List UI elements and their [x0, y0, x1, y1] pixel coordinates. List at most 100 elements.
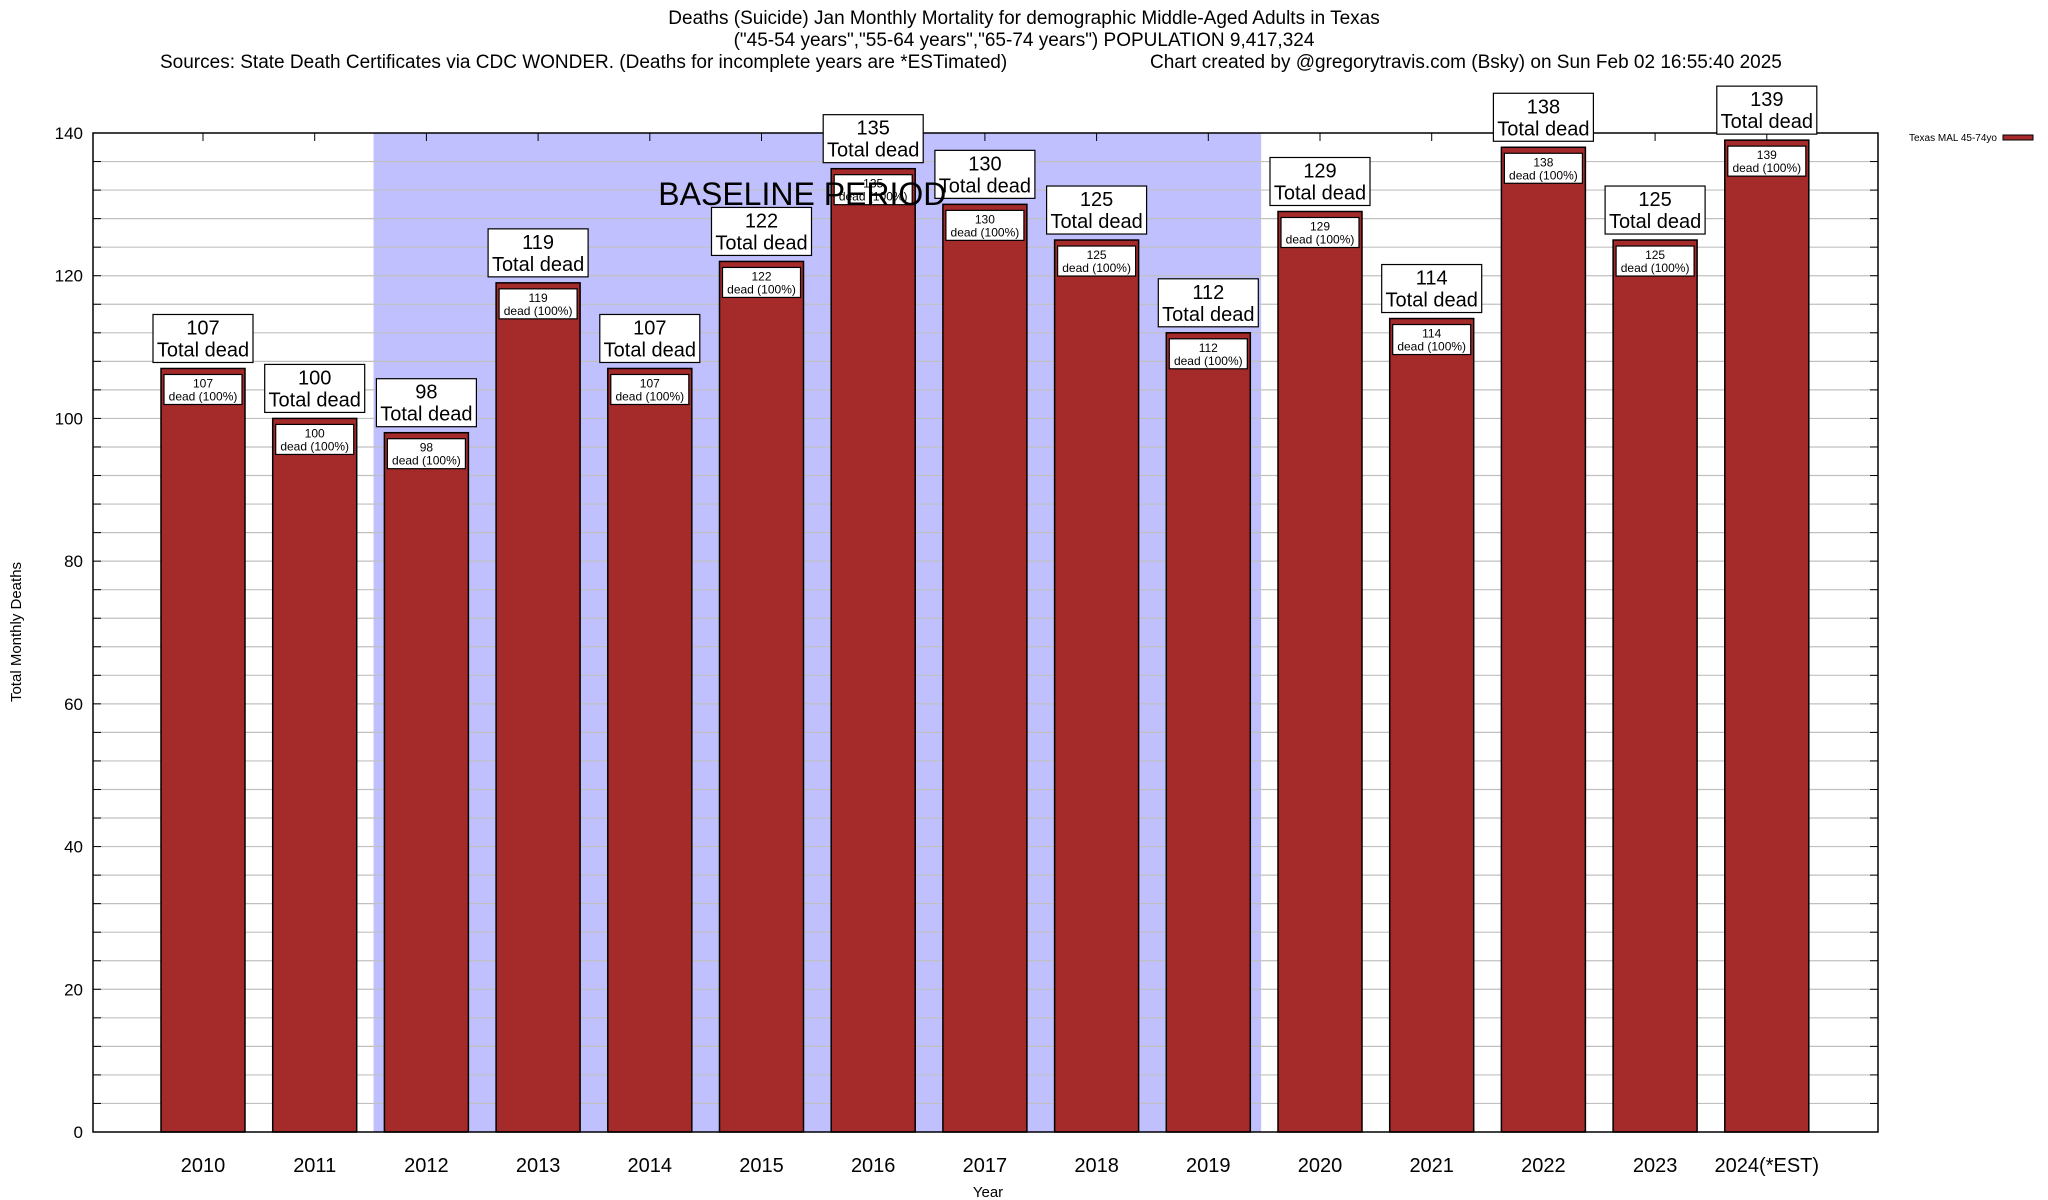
bar — [607, 367, 693, 1133]
bar-inner-label-value: 125 — [1087, 248, 1107, 262]
bar-top-label-text: Total dead — [1609, 211, 1701, 233]
bar-top-label-text: Total dead — [157, 339, 249, 361]
bar — [1388, 317, 1475, 1133]
x-tick-label: 2024(*EST) — [1715, 1155, 1820, 1177]
bar-inner-label-value: 114 — [1422, 327, 1441, 341]
chart-sources-line: Sources: State Death Certificates via CD… — [160, 52, 1008, 73]
bar — [1277, 210, 1363, 1133]
bar-top-label-box — [264, 363, 366, 414]
bar-top-label-text: Total dead — [1050, 211, 1142, 233]
bar-top-label-text: Total dead — [939, 175, 1031, 197]
bar-top-label-box — [152, 313, 254, 364]
bar-inner-label-value: 119 — [529, 291, 548, 305]
bar — [1500, 146, 1587, 1133]
chart-title-line-1: Deaths (Suicide) Jan Monthly Mortality f… — [668, 8, 1380, 29]
bar-inner-label-text: dead (100%) — [1509, 168, 1578, 182]
bar-inner-label-text: dead (100%) — [392, 454, 461, 468]
bar-top-label-value: 107 — [186, 317, 219, 339]
bar-inner-label-box — [1168, 338, 1248, 370]
bar-inner-label-value: 135 — [863, 177, 883, 191]
bar-inner-label-text: dead (100%) — [615, 389, 684, 403]
bar-top-label-text: Total dead — [1721, 111, 1813, 133]
bar-top-label-box — [487, 228, 589, 278]
bar-inner-label-value: 130 — [975, 212, 995, 226]
bar-top-label-box — [710, 206, 813, 257]
bar — [1724, 139, 1810, 1133]
x-tick-label: 2020 — [1298, 1155, 1343, 1177]
legend-label: Texas MAL 45-74yo — [1909, 133, 1997, 144]
bar-top-label-value: 107 — [633, 317, 666, 339]
x-tick-label: 2019 — [1186, 1155, 1231, 1177]
y-tick-label: 20 — [64, 980, 83, 999]
bar-inner-label-value: 139 — [1757, 148, 1777, 162]
bar-inner-label-text: dead (100%) — [1174, 354, 1243, 368]
bar-inner-label-box — [1727, 145, 1807, 177]
bar-inner-label-text: dead (100%) — [1397, 340, 1466, 354]
bar-top-label-value: 135 — [857, 118, 890, 140]
bar-inner-label-text: dead (100%) — [839, 190, 908, 204]
bar-inner-label-box — [1056, 245, 1137, 277]
bar-inner-label-box — [610, 373, 690, 406]
x-tick-label: 2017 — [963, 1155, 1008, 1177]
bar-inner-label-box — [1615, 245, 1695, 277]
bar-top-label-box — [375, 378, 477, 428]
bar-top-label-value: 114 — [1416, 268, 1448, 290]
x-tick-label: 2010 — [181, 1155, 226, 1177]
bar-top-label-box — [599, 313, 701, 364]
y-tick-label: 80 — [64, 552, 83, 571]
bar-top-label-text: Total dead — [715, 232, 807, 254]
bar-top-label-text: Total dead — [604, 339, 696, 361]
bar-inner-label-box — [1503, 152, 1584, 184]
bar-inner-label-value: 112 — [1199, 341, 1218, 355]
bar-inner-label-text: dead (100%) — [1286, 232, 1355, 246]
bar-top-label-box — [1045, 185, 1148, 235]
x-axis-label: Year — [973, 1184, 1003, 1200]
bar-top-label-box — [1269, 156, 1371, 207]
bar-top-label-box — [1381, 263, 1483, 314]
bar — [718, 260, 805, 1133]
bar-top-label-text: Total dead — [1386, 290, 1478, 312]
bar-inner-label-text: dead (100%) — [727, 282, 796, 296]
bar-top-label-value: 122 — [745, 210, 778, 232]
bar-top-label-box — [1157, 278, 1259, 328]
y-tick-label: 60 — [64, 695, 83, 714]
y-tick-label: 120 — [55, 267, 83, 286]
bar-top-label-value: 129 — [1303, 160, 1336, 182]
bar-top-label-value: 138 — [1527, 96, 1560, 118]
bar-top-label-box — [822, 114, 924, 164]
bar-inner-label-box — [833, 174, 913, 206]
x-tick-label: 2021 — [1409, 1155, 1454, 1177]
bar-top-label-text: Total dead — [1497, 118, 1589, 140]
chart-credit-line: Chart created by @gregorytravis.com (Bsk… — [1150, 52, 1782, 73]
bar-top-label-text: Total dead — [1162, 304, 1254, 326]
x-tick-label: 2012 — [404, 1155, 449, 1177]
bar-inner-label-text: dead (100%) — [1621, 261, 1690, 275]
bar-top-label-value: 112 — [1192, 282, 1224, 304]
bar-top-label-value: 130 — [968, 153, 1001, 175]
y-tick-label: 0 — [74, 1123, 83, 1142]
bar-inner-label-value: 138 — [1533, 155, 1553, 169]
y-axis-label: Total Monthly Deaths — [8, 562, 25, 702]
bar — [942, 203, 1028, 1133]
bar-inner-label-value: 122 — [751, 269, 771, 283]
x-tick-label: 2013 — [516, 1155, 561, 1177]
bar-inner-label-box — [275, 423, 355, 456]
y-tick-label: 40 — [64, 838, 83, 857]
plot-frame — [92, 132, 1879, 1133]
legend-swatch — [2002, 134, 2034, 141]
bar-inner-label-value: 125 — [1645, 248, 1665, 262]
x-tick-label: 2015 — [739, 1155, 784, 1177]
bar — [1053, 239, 1140, 1133]
bar-top-label-text: Total dead — [827, 140, 919, 162]
x-tick-label: 2011 — [293, 1155, 336, 1177]
bar-top-label-box — [1604, 185, 1706, 235]
bar — [1165, 332, 1252, 1133]
bar-inner-label-value: 98 — [420, 441, 434, 455]
bar-top-label-value: 139 — [1750, 89, 1783, 111]
bar — [160, 367, 246, 1133]
x-tick-label: 2016 — [851, 1155, 896, 1177]
bar-top-label-value: 125 — [1638, 189, 1671, 211]
bar-inner-label-box — [945, 209, 1025, 241]
bar-inner-label-value: 107 — [640, 376, 660, 390]
